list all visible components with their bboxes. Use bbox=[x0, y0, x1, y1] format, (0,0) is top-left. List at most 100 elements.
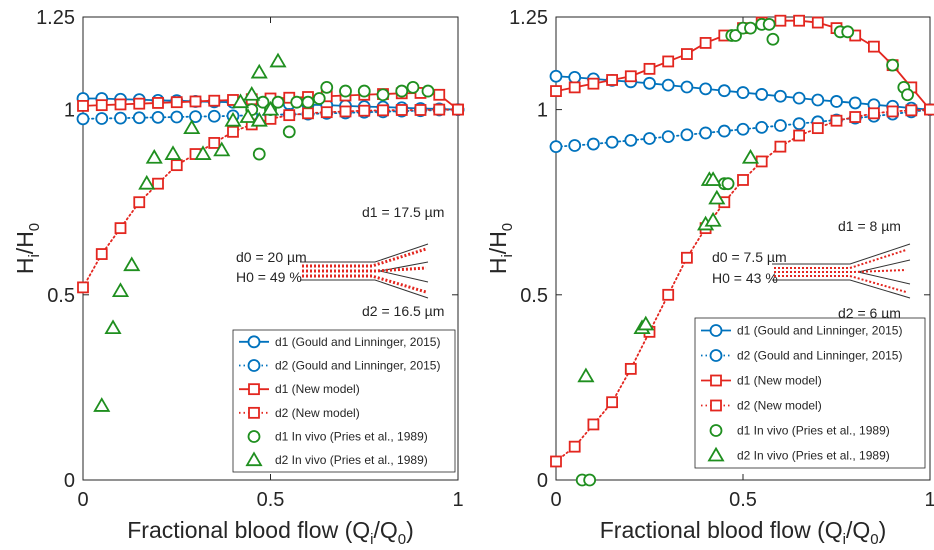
point-marker bbox=[114, 222, 127, 235]
legend-marker bbox=[709, 424, 723, 437]
x-tick-label: 1 bbox=[452, 489, 463, 511]
point-marker bbox=[123, 256, 141, 272]
legend-marker bbox=[710, 374, 722, 387]
point-marker bbox=[583, 473, 597, 487]
point-marker bbox=[95, 99, 108, 112]
point-marker bbox=[252, 147, 266, 161]
legend-label: d2 (Gould and Linninger, 2015) bbox=[275, 359, 440, 373]
point-marker bbox=[681, 251, 693, 264]
point-marker bbox=[811, 93, 825, 107]
point-marker bbox=[924, 103, 934, 116]
point-marker bbox=[737, 174, 749, 186]
point-marker bbox=[792, 91, 806, 105]
point-marker bbox=[708, 189, 726, 205]
y-tick-label: 0.5 bbox=[47, 285, 75, 307]
point-marker bbox=[755, 155, 768, 168]
point-marker bbox=[77, 281, 89, 294]
legend-label: d2 (New model) bbox=[737, 399, 822, 413]
point-marker bbox=[848, 96, 862, 110]
point-marker bbox=[282, 125, 296, 139]
label-part: H bbox=[12, 258, 38, 275]
point-marker bbox=[549, 140, 563, 154]
y-tick-label: 1.25 bbox=[509, 7, 548, 29]
legend-label: d1 (New model) bbox=[737, 374, 822, 388]
y-tick-label: 1 bbox=[64, 100, 75, 122]
point-marker bbox=[681, 48, 693, 60]
point-marker bbox=[717, 84, 731, 98]
label-part: ) bbox=[406, 517, 414, 543]
label-part: /Q bbox=[373, 517, 397, 543]
point-marker bbox=[406, 80, 420, 94]
annotation: d0 = 20 µm bbox=[236, 249, 307, 265]
point-marker bbox=[183, 119, 201, 135]
point-marker bbox=[189, 95, 202, 108]
legend-marker bbox=[247, 359, 261, 372]
point-marker bbox=[76, 112, 90, 126]
point-marker bbox=[624, 70, 637, 83]
point-marker bbox=[114, 98, 127, 111]
point-marker bbox=[111, 282, 130, 297]
label-part: /H bbox=[12, 231, 38, 254]
legend-label: d2 In vivo (Pries et al., 1989) bbox=[737, 449, 890, 463]
point-marker bbox=[250, 111, 268, 127]
vessel-sketch bbox=[772, 243, 911, 299]
point-marker bbox=[357, 84, 371, 98]
point-marker bbox=[549, 69, 563, 83]
point-marker bbox=[568, 139, 582, 152]
annotation: H0 = 49 % bbox=[236, 269, 302, 285]
point-marker bbox=[208, 94, 221, 107]
x-tick-label: 0.5 bbox=[257, 489, 285, 511]
point-marker bbox=[755, 120, 769, 134]
point-marker bbox=[704, 211, 722, 227]
point-marker bbox=[830, 114, 843, 127]
point-marker bbox=[114, 111, 127, 125]
point-marker bbox=[95, 112, 109, 125]
legend-marker bbox=[247, 335, 261, 349]
point-marker bbox=[301, 95, 315, 109]
point-marker bbox=[868, 40, 880, 53]
label-part: Fractional blood flow (Q bbox=[127, 517, 370, 543]
annotation: d2 = 6 µm bbox=[838, 305, 901, 321]
label-part: /H bbox=[485, 231, 511, 254]
y-tick-label: 0 bbox=[64, 470, 75, 492]
point-marker bbox=[774, 119, 787, 132]
x-tick-label: 1 bbox=[924, 489, 934, 511]
label-part: Fractional blood flow (Q bbox=[600, 517, 843, 543]
subscript: 0 bbox=[26, 223, 43, 231]
point-marker bbox=[811, 122, 824, 135]
subscript: i bbox=[843, 531, 846, 548]
label-part: H bbox=[485, 258, 511, 275]
point-marker bbox=[269, 52, 287, 68]
legend-marker bbox=[248, 383, 260, 396]
point-marker bbox=[811, 16, 824, 29]
point-marker bbox=[774, 14, 787, 27]
y-axis-label: Hi/H0 bbox=[12, 223, 43, 274]
subscript: i bbox=[499, 254, 516, 257]
point-marker bbox=[661, 78, 675, 92]
subscript: 0 bbox=[499, 223, 516, 231]
point-marker bbox=[662, 288, 675, 301]
point-marker bbox=[587, 418, 600, 431]
point-marker bbox=[77, 99, 89, 112]
point-marker bbox=[312, 92, 326, 105]
legend-marker bbox=[709, 324, 723, 337]
point-marker bbox=[395, 104, 408, 116]
point-marker bbox=[606, 396, 618, 409]
point-marker bbox=[886, 58, 899, 72]
point-marker bbox=[433, 103, 446, 116]
point-marker bbox=[358, 104, 371, 117]
point-marker bbox=[132, 111, 146, 125]
point-marker bbox=[606, 74, 618, 86]
point-marker bbox=[755, 88, 769, 101]
point-marker bbox=[643, 132, 656, 145]
point-marker bbox=[766, 32, 780, 46]
series-line bbox=[555, 108, 931, 463]
label-part: /Q bbox=[846, 517, 870, 543]
point-marker bbox=[104, 319, 122, 335]
point-marker bbox=[637, 315, 655, 331]
point-marker bbox=[886, 105, 899, 118]
point-marker bbox=[339, 84, 352, 98]
point-marker bbox=[793, 129, 805, 142]
point-marker bbox=[414, 104, 427, 116]
point-marker bbox=[662, 55, 675, 68]
